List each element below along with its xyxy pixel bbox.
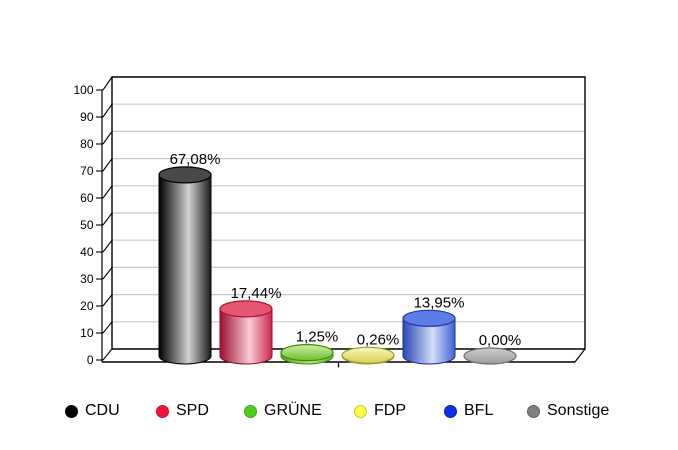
legend-color-dot-sonstige bbox=[527, 404, 540, 418]
y-tick-depth-0 bbox=[102, 348, 113, 361]
y-tick-depth-40 bbox=[102, 239, 113, 253]
value-label-cdu: 67,08% bbox=[170, 151, 221, 168]
y-tick-depth-90 bbox=[102, 103, 113, 118]
cylinder-body bbox=[158, 174, 212, 365]
bar-spd: 17,44% bbox=[219, 285, 282, 365]
bar-cdu: 67,08% bbox=[158, 151, 221, 365]
legend-item-gruene: GRÜNE bbox=[244, 402, 322, 419]
cylinder-top bbox=[280, 344, 334, 362]
y-axis-tick-label: 10 bbox=[80, 326, 94, 340]
floor-right-edge bbox=[574, 348, 586, 363]
value-label-bfl: 13,95% bbox=[414, 294, 465, 311]
bar-grüne: 1,25% bbox=[280, 329, 339, 365]
cylinder-body bbox=[219, 308, 273, 365]
bars: 67,08% 17,44% 1,25% 0,26% 13,95% 0,00% bbox=[158, 151, 522, 365]
legend-label-gruene: GRÜNE bbox=[264, 402, 322, 419]
legend-color-dot-spd bbox=[156, 404, 169, 418]
y-axis: 0 10 20 30 40 50 60 70 80 90 100 bbox=[73, 76, 113, 367]
legend-label-bfl: BFL bbox=[464, 402, 494, 419]
legend-color-dot-bfl bbox=[444, 404, 457, 418]
legend-item-fdp: FDP bbox=[354, 402, 406, 419]
y-tick-depth-30 bbox=[102, 267, 113, 280]
y-axis-tick-label: 60 bbox=[80, 191, 94, 205]
y-axis-tick-label: 30 bbox=[80, 272, 94, 286]
legend-item-cdu: CDU bbox=[65, 402, 120, 419]
legend-item-sonstige: Sonstige bbox=[527, 402, 610, 419]
legend-label-cdu: CDU bbox=[85, 402, 120, 419]
legend-item-bfl: BFL bbox=[444, 402, 494, 419]
cylinder-top bbox=[402, 309, 456, 327]
y-tick-depth-20 bbox=[102, 294, 113, 307]
y-tick-depth-80 bbox=[102, 131, 113, 145]
y-axis-tick-label: 20 bbox=[80, 299, 94, 313]
y-tick-depth-50 bbox=[102, 212, 113, 226]
legend-item-spd: SPD bbox=[156, 402, 209, 419]
cylinder-top bbox=[219, 300, 273, 318]
value-label-spd: 17,44% bbox=[231, 285, 282, 302]
y-axis-tick-label: 50 bbox=[80, 218, 94, 232]
y-tick-depth-10 bbox=[102, 321, 113, 334]
y-axis-tick-label: 70 bbox=[80, 164, 94, 178]
cylinder-top bbox=[463, 347, 517, 365]
bar-fdp: 0,26% bbox=[341, 331, 400, 365]
y-axis-tick-label: 100 bbox=[73, 83, 93, 97]
legend-color-dot-fdp bbox=[354, 404, 367, 418]
legend-label-spd: SPD bbox=[176, 402, 209, 419]
legend-color-dot-cdu bbox=[65, 404, 78, 418]
cylinder-top bbox=[341, 346, 395, 364]
y-axis-tick-label: 40 bbox=[80, 245, 94, 259]
legend-label-sonstige: Sonstige bbox=[547, 402, 610, 419]
cylinder-body bbox=[402, 317, 456, 365]
value-label-grüne: 1,25% bbox=[296, 329, 339, 346]
value-label-fdp: 0,26% bbox=[357, 331, 400, 348]
value-label-sonstige: 0,00% bbox=[479, 332, 522, 349]
y-axis-tick-label: 90 bbox=[80, 110, 94, 124]
bar-bfl: 13,95% bbox=[402, 294, 465, 365]
y-tick-depth-70 bbox=[102, 158, 113, 172]
y-tick-depth-100 bbox=[102, 76, 113, 91]
y-axis-tick-label: 80 bbox=[80, 137, 94, 151]
bar-sonstige: 0,00% bbox=[463, 332, 522, 365]
cylinder-top bbox=[158, 166, 212, 184]
y-axis-tick-label: 0 bbox=[87, 353, 94, 367]
y-tick-depth-60 bbox=[102, 185, 113, 199]
legend-label-fdp: FDP bbox=[374, 402, 406, 419]
legend-color-dot-gruene bbox=[244, 404, 257, 418]
